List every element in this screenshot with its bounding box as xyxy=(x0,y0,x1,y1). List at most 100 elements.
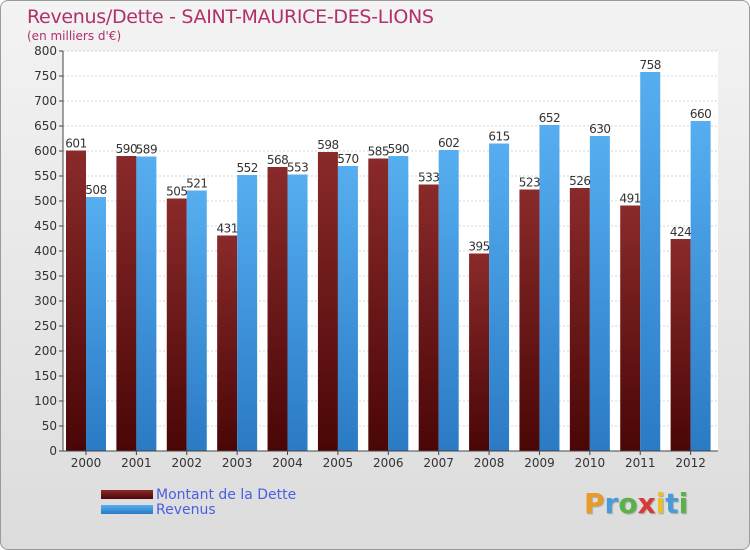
bar-revenus-2011 xyxy=(640,72,661,451)
y-tick-label: 500 xyxy=(34,194,57,208)
y-tick-label: 350 xyxy=(34,269,57,283)
legend: Montant de la Dette Revenus xyxy=(101,486,297,518)
legend-swatch-dette xyxy=(101,490,153,499)
x-tick-label: 2007 xyxy=(423,456,454,470)
logo-letter: r xyxy=(604,487,619,520)
logo-letter: x xyxy=(637,487,656,520)
bar-revenus-2001 xyxy=(136,156,157,451)
bar-revenus-2002 xyxy=(186,190,207,451)
y-tick-label: 200 xyxy=(34,344,57,358)
data-label: 395 xyxy=(468,240,489,254)
proxiti-logo: Proxiti xyxy=(584,487,688,520)
bar-revenus-2006 xyxy=(388,156,409,451)
data-label: 630 xyxy=(589,122,610,136)
bar-revenus-2005 xyxy=(337,166,358,451)
data-label: 505 xyxy=(166,185,187,199)
bar-revenus-2004 xyxy=(287,174,308,451)
bar-dette-2010 xyxy=(569,188,590,451)
x-tick-label: 2010 xyxy=(575,456,606,470)
y-tick-label: 0 xyxy=(49,444,57,458)
logo-letter: P xyxy=(584,487,605,520)
bar-revenus-2009 xyxy=(539,125,560,451)
y-tick-label: 400 xyxy=(34,244,57,258)
bar-dette-2008 xyxy=(469,253,490,451)
bar-dette-2001 xyxy=(116,156,137,451)
data-label: 758 xyxy=(640,58,661,72)
bar-revenus-2008 xyxy=(489,143,510,451)
bar-dette-2011 xyxy=(620,205,641,451)
data-label: 590 xyxy=(116,142,137,156)
bar-dette-2005 xyxy=(317,152,338,451)
bar-revenus-2007 xyxy=(438,150,459,451)
y-tick-label: 250 xyxy=(34,319,57,333)
data-label: 601 xyxy=(65,137,86,151)
data-label: 491 xyxy=(620,192,641,206)
bar-dette-2012 xyxy=(670,239,691,451)
bar-dette-2004 xyxy=(267,167,288,451)
bar-revenus-2010 xyxy=(589,136,610,451)
y-tick-label: 50 xyxy=(42,419,57,433)
logo-letter: i xyxy=(655,487,666,520)
bar-dette-2003 xyxy=(217,235,238,451)
x-tick-label: 2009 xyxy=(524,456,555,470)
y-tick-label: 800 xyxy=(34,44,57,58)
bar-revenus-2012 xyxy=(690,121,711,451)
x-tick-label: 2008 xyxy=(474,456,505,470)
data-label: 598 xyxy=(317,138,338,152)
data-label: 568 xyxy=(267,153,288,167)
y-tick-label: 300 xyxy=(34,294,57,308)
x-tick-label: 2004 xyxy=(272,456,303,470)
x-tick-label: 2006 xyxy=(373,456,404,470)
legend-item-dette: Montant de la Dette xyxy=(101,486,297,503)
legend-item-revenus: Revenus xyxy=(101,501,296,518)
bar-dette-2007 xyxy=(418,184,439,451)
data-label: 660 xyxy=(690,107,711,121)
data-label: 553 xyxy=(287,161,308,175)
y-tick-label: 750 xyxy=(34,69,57,83)
y-tick-label: 650 xyxy=(34,119,57,133)
x-tick-label: 2001 xyxy=(121,456,152,470)
y-tick-label: 100 xyxy=(34,394,57,408)
x-tick-label: 2003 xyxy=(222,456,253,470)
bar-dette-2009 xyxy=(519,189,540,451)
data-label: 552 xyxy=(236,161,257,175)
data-label: 652 xyxy=(539,111,560,125)
data-label: 590 xyxy=(388,142,409,156)
chart-subtitle: (en milliers d'€) xyxy=(27,29,122,43)
data-label: 521 xyxy=(186,177,207,191)
x-tick-label: 2005 xyxy=(323,456,354,470)
x-tick-label: 2002 xyxy=(171,456,202,470)
data-label: 424 xyxy=(670,225,691,239)
legend-label-revenus: Revenus xyxy=(156,501,216,518)
data-label: 526 xyxy=(569,174,590,188)
logo-letter: t xyxy=(665,487,679,520)
y-tick-label: 700 xyxy=(34,94,57,108)
data-label: 602 xyxy=(438,136,459,150)
chart-title: Revenus/Dette - SAINT-MAURICE-DES-LIONS xyxy=(27,6,434,28)
bar-dette-2000 xyxy=(66,150,86,451)
legend-swatch-revenus xyxy=(101,505,153,514)
data-label: 585 xyxy=(368,145,389,159)
data-label: 523 xyxy=(519,176,540,190)
y-tick-label: 600 xyxy=(34,144,57,158)
logo-letter: o xyxy=(618,487,638,520)
data-label: 533 xyxy=(418,171,439,185)
x-tick-label: 2000 xyxy=(71,456,102,470)
data-label: 570 xyxy=(337,152,358,166)
logo-letter: i xyxy=(678,487,689,520)
bar-dette-2002 xyxy=(166,198,187,451)
x-tick-label: 2011 xyxy=(625,456,656,470)
legend-label-dette: Montant de la Dette xyxy=(156,486,297,503)
y-tick-label: 550 xyxy=(34,169,57,183)
x-tick-label: 2012 xyxy=(675,456,706,470)
bar-revenus-2003 xyxy=(237,175,258,451)
bar-revenus-2000 xyxy=(86,197,106,451)
bar-dette-2006 xyxy=(368,158,389,451)
data-label: 589 xyxy=(136,143,157,157)
y-tick-label: 450 xyxy=(34,219,57,233)
data-label: 508 xyxy=(85,183,106,197)
y-tick-label: 150 xyxy=(34,369,57,383)
data-label: 615 xyxy=(488,130,509,144)
